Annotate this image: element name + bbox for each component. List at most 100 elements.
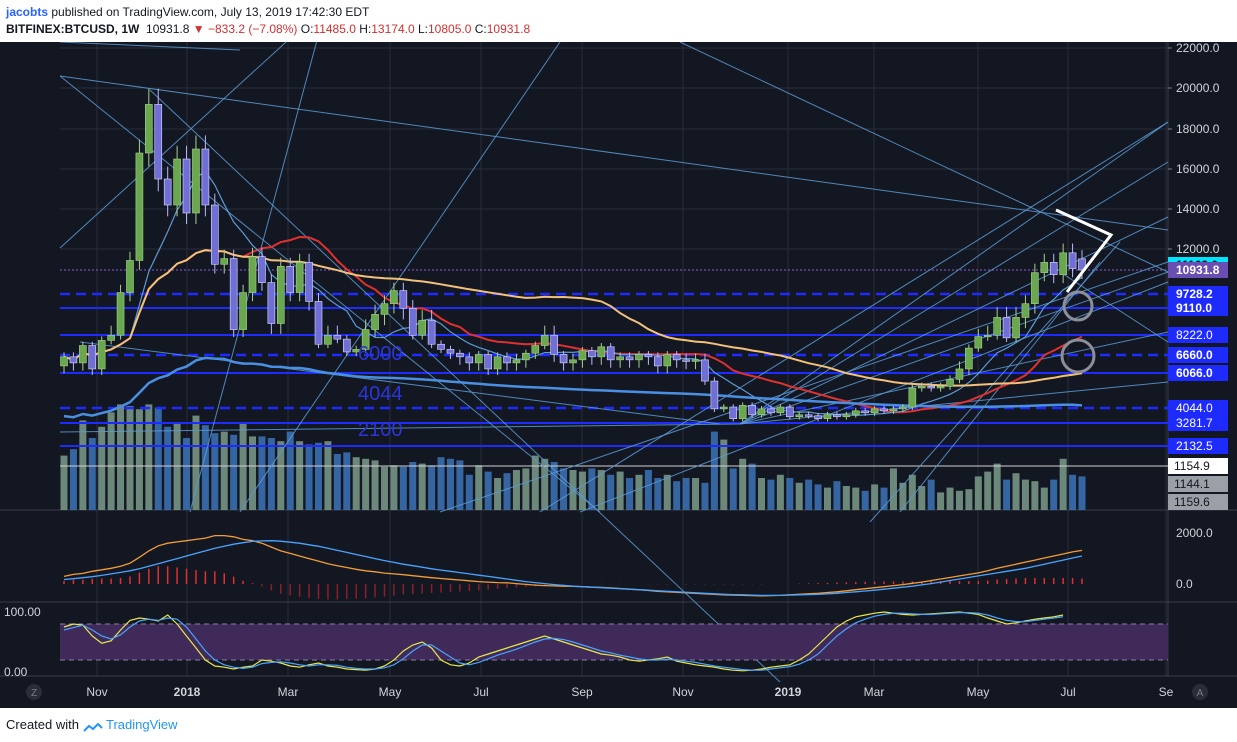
grid-lines: [0, 42, 1237, 708]
candle-body-68: [701, 359, 709, 382]
axis-tick-5: 12000.0: [1176, 242, 1220, 256]
candle-body-63: [654, 356, 662, 367]
footer: Created with TradingView: [0, 708, 1237, 742]
candle-body-43: [465, 356, 474, 364]
candle-body-20: [248, 256, 257, 293]
volume-bar-85: [861, 490, 869, 510]
candle-body-48: [512, 359, 521, 364]
auto-scale-icon[interactable]: [1192, 684, 1208, 700]
price-chart[interactable]: 6000 4044 2100 22000.0 20000.0 18000.0 16000.…: [0, 0, 1237, 708]
axis-tag-bg-8: [1168, 415, 1228, 431]
tradingview-brand[interactable]: TradingView: [106, 717, 178, 732]
chart-area[interactable]: 6000 4044 2100 22000.0 20000.0 18000.0 16000.…: [0, 0, 1237, 708]
candle-body-35: [390, 290, 398, 304]
price-change: −833.2 (−7.08%): [207, 22, 298, 36]
candle-body-46: [493, 356, 502, 370]
volume-bar-38: [418, 463, 426, 510]
close-value: 10931.8: [486, 22, 531, 36]
candle-body-58: [606, 346, 615, 361]
trend-line-0: [59, 75, 1169, 231]
triangle-drawing: [1055, 208, 1114, 293]
stoch-d-line: [63, 612, 1064, 671]
candle-body-64: [663, 354, 672, 367]
volume-bar-90: [908, 474, 916, 510]
time-tick-8: Mar: [864, 685, 885, 699]
trend-line-12: [239, 41, 561, 513]
candle-body-62: [644, 354, 653, 358]
time-tick-5: Sep: [571, 685, 593, 699]
volume-bar-4: [98, 426, 106, 510]
price-tag-1: 10931.8: [1176, 263, 1220, 277]
candle-body-85: [861, 410, 870, 414]
macd-pane: [63, 534, 1083, 600]
volume-bar-41: [446, 458, 454, 510]
candle-body-47: [503, 356, 511, 364]
candle-body-5: [107, 334, 115, 341]
volume-bar-9: [145, 404, 153, 510]
annotation-label-0: 6000: [358, 343, 403, 365]
author-name[interactable]: jacobts: [6, 5, 49, 19]
volume-bar-91: [918, 486, 926, 510]
volume-bar-105: [1050, 479, 1058, 510]
candle-body-86: [870, 408, 879, 414]
candle-body-104: [1040, 262, 1049, 273]
macd-tick-1: 0.0: [1176, 577, 1193, 591]
volume-bar-13: [183, 438, 191, 510]
trend-line-1: [59, 1, 331, 249]
candle-body-23: [276, 266, 285, 324]
symbol-line: BITFINEX:BTCUSD, 1W 10931.8 ▼ −833.2 (−7…: [6, 22, 530, 36]
axis-tick-4: 14000.0: [1176, 202, 1220, 216]
candle-body-0: [60, 356, 68, 367]
trend-line-17: [439, 261, 1169, 513]
trend-line-2: [59, 41, 241, 51]
publish-line: jacobts published on TradingView.com, Ju…: [6, 5, 369, 19]
high-value: 13174.0: [371, 22, 415, 36]
volume-bar-37: [409, 462, 417, 510]
volume-bar-95: [955, 490, 963, 510]
volume-bar-44: [475, 465, 483, 510]
price-tag-bg-5: [1168, 365, 1228, 381]
low-label: L:: [417, 22, 428, 36]
symbol-label[interactable]: BITFINEX:BTCUSD, 1W: [6, 22, 140, 36]
volume-bar-7: [126, 406, 134, 510]
zoom-icon[interactable]: [26, 684, 42, 700]
candle-body-96: [965, 347, 973, 370]
macd-signal-line: [63, 540, 1083, 597]
candle-body-53: [559, 354, 568, 364]
volume-bar-58: [607, 474, 615, 510]
candle-body-105: [1049, 262, 1058, 275]
volume-bar-63: [654, 478, 662, 510]
volume-bar-78: [795, 482, 803, 510]
trend-line-16: [579, 281, 1169, 513]
time-tick-3: May: [379, 685, 402, 699]
volume-bar-73: [748, 463, 756, 510]
volume-bar-60: [626, 478, 634, 510]
candle-body-28: [324, 334, 332, 345]
price-tag-5: 6066.0: [1176, 366, 1213, 380]
candle-body-21: [258, 256, 266, 283]
price-tag-bg-3: [1168, 300, 1228, 316]
volume-bar-59: [616, 471, 624, 510]
candle-body-12: [173, 158, 181, 206]
trend-line-5: [739, 121, 1169, 425]
volume-bar-102: [1021, 479, 1029, 510]
candle-body-11: [163, 178, 172, 206]
candle-body-79: [804, 414, 813, 417]
candle-body-44: [474, 354, 483, 364]
volume-bar-92: [927, 479, 935, 510]
candle-body-17: [220, 258, 229, 265]
volume-bar-88: [889, 468, 897, 510]
candle-body-95: [955, 368, 964, 380]
volume-bar-80: [814, 484, 822, 510]
volume-bar-83: [842, 486, 850, 510]
trend-line-18: [679, 41, 1169, 273]
candle-body-87: [880, 408, 888, 412]
volume-bar-79: [805, 479, 813, 510]
candle-body-101: [1012, 317, 1020, 339]
candle-body-30: [342, 338, 351, 353]
candle-body-40: [437, 343, 445, 350]
volume-bar-100: [1003, 479, 1011, 510]
candle-body-106: [1059, 252, 1067, 275]
candle-body-9: [145, 104, 153, 154]
candle-body-77: [785, 406, 794, 418]
